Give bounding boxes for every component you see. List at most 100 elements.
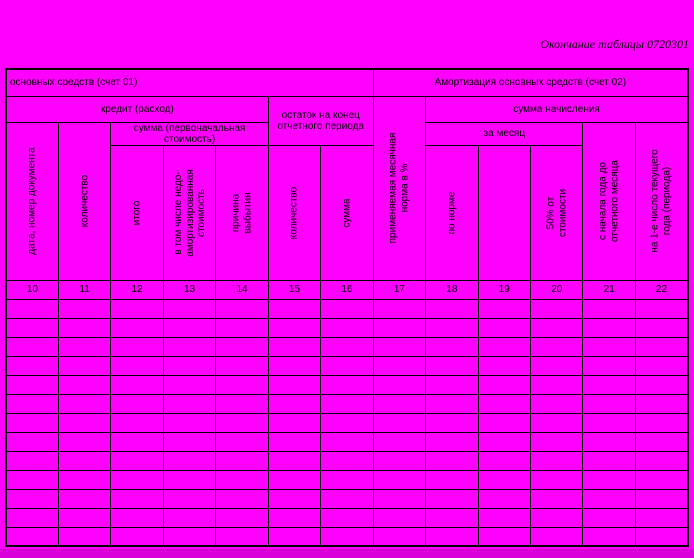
empty-cell — [634, 469, 689, 490]
empty-cell — [162, 488, 217, 509]
empty-cell — [215, 488, 269, 509]
col-header-21: с начала года до отчетного месяца — [582, 121, 636, 281]
empty-cell — [477, 393, 532, 414]
empty-cell — [320, 336, 374, 357]
col-header-14-label: причина выбытия — [230, 192, 254, 233]
empty-cell — [5, 393, 59, 414]
empty-cell — [425, 374, 479, 395]
empty-cell — [425, 298, 479, 319]
table-row — [5, 431, 689, 452]
table-row — [5, 393, 689, 414]
col-number-11: 11 — [57, 279, 112, 300]
empty-cell — [110, 374, 164, 395]
empty-cell — [320, 469, 374, 490]
empty-cell — [477, 431, 532, 452]
empty-cell — [425, 355, 479, 376]
empty-grid-body — [5, 298, 689, 547]
col-header-12: итого — [110, 144, 164, 281]
empty-cell — [57, 374, 112, 395]
empty-cell — [162, 298, 217, 319]
empty-cell — [634, 431, 689, 452]
empty-cell — [477, 507, 532, 528]
empty-cell — [320, 431, 374, 452]
table-row — [5, 450, 689, 471]
empty-cell — [372, 431, 427, 452]
column-header-row: итого в том числе недо- амортизированная… — [6, 144, 688, 281]
empty-cell — [425, 317, 479, 338]
col-number-21: 21 — [582, 279, 636, 300]
empty-cell — [425, 431, 479, 452]
empty-cell — [110, 412, 164, 433]
empty-cell — [372, 317, 427, 338]
header-accrual-sum: сумма начисления — [425, 95, 689, 123]
empty-cell — [57, 488, 112, 509]
empty-cell — [634, 317, 689, 338]
empty-cell — [372, 488, 427, 509]
empty-cell — [267, 374, 322, 395]
table-row — [5, 374, 689, 395]
empty-cell — [477, 526, 532, 547]
empty-cell — [5, 526, 59, 547]
empty-cell — [582, 431, 636, 452]
col-number-22: 22 — [634, 279, 689, 300]
empty-cell — [162, 450, 217, 471]
empty-cell — [5, 374, 59, 395]
empty-cell — [477, 488, 532, 509]
empty-cell — [582, 488, 636, 509]
empty-cell — [267, 355, 322, 376]
empty-cell — [162, 336, 217, 357]
col-header-10-label: дата, номер документа — [26, 147, 38, 255]
empty-cell — [425, 507, 479, 528]
empty-cell — [425, 393, 479, 414]
empty-cell — [320, 374, 374, 395]
col-header-22-label: на 1-е число текущего года (периода) — [649, 149, 673, 253]
column-number-row: 10 11 12 13 14 15 16 17 18 19 20 21 22 — [5, 279, 689, 300]
col-header-19 — [477, 144, 532, 281]
empty-cell — [530, 450, 584, 471]
empty-cell — [5, 469, 59, 490]
empty-cell — [215, 507, 269, 528]
empty-cell — [372, 450, 427, 471]
empty-cell — [320, 488, 374, 509]
empty-cell — [634, 526, 689, 547]
empty-cell — [477, 412, 532, 433]
empty-cell — [320, 450, 374, 471]
table-row — [5, 355, 689, 376]
empty-cell — [162, 469, 217, 490]
empty-cell — [372, 374, 427, 395]
empty-cell — [5, 336, 59, 357]
col-number-17: 17 — [372, 279, 427, 300]
empty-cell — [110, 469, 164, 490]
empty-cell — [267, 526, 322, 547]
empty-cell — [215, 526, 269, 547]
col-header-17: применяемая месячная норма в % — [372, 95, 427, 281]
empty-cell — [634, 488, 689, 509]
empty-cell — [215, 336, 269, 357]
empty-cell — [162, 374, 217, 395]
assets-amortization-table: основных средств (счет 01) Амортизация о… — [5, 68, 689, 547]
section-header-row: основных средств (счет 01) Амортизация о… — [5, 68, 689, 97]
empty-cell — [477, 317, 532, 338]
empty-cell — [57, 526, 112, 547]
table-row — [5, 336, 689, 357]
empty-cell — [425, 488, 479, 509]
empty-cell — [582, 526, 636, 547]
col-header-10: дата, номер документа — [5, 121, 59, 281]
empty-cell — [477, 469, 532, 490]
empty-cell — [267, 488, 322, 509]
empty-cell — [582, 336, 636, 357]
empty-cell — [530, 431, 584, 452]
empty-cell — [57, 507, 112, 528]
empty-cell — [267, 298, 322, 319]
col-header-18-label: по норме — [446, 191, 458, 234]
empty-cell — [110, 298, 164, 319]
empty-cell — [267, 393, 322, 414]
empty-cell — [477, 336, 532, 357]
empty-cell — [582, 469, 636, 490]
group-header-row-1: кредит (расход) остаток на конец отчетно… — [5, 95, 689, 281]
empty-cell — [5, 298, 59, 319]
empty-cell — [57, 355, 112, 376]
table-row — [5, 469, 689, 490]
empty-cell — [162, 317, 217, 338]
col-number-10: 10 — [5, 279, 59, 300]
